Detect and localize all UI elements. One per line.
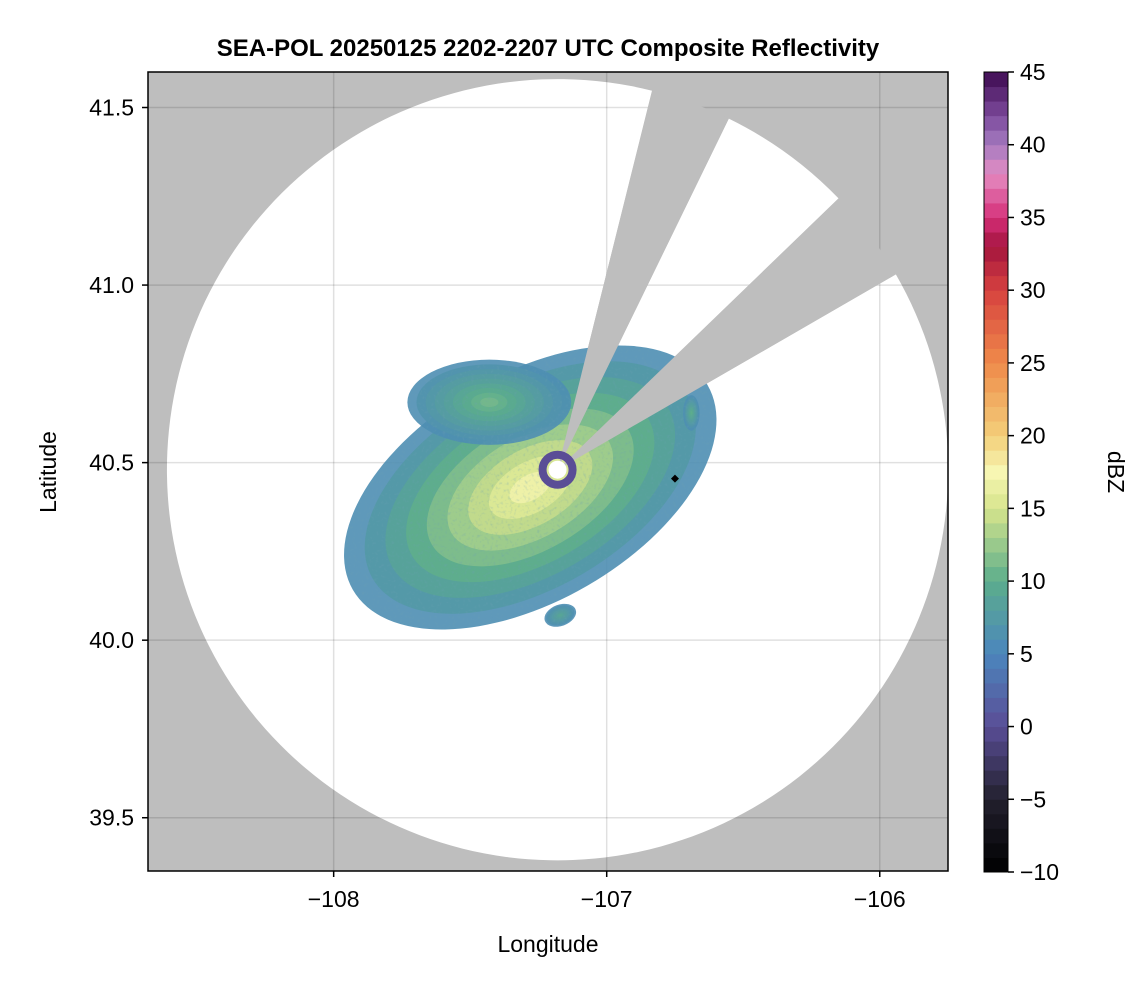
x-tick-label: −108 xyxy=(308,886,360,912)
colorbar-segment xyxy=(984,610,1008,626)
colorbar-segment xyxy=(984,188,1008,204)
chart-title: SEA-POL 20250125 2202-2207 UTC Composite… xyxy=(217,35,880,62)
colorbar-tick-label: 30 xyxy=(1020,277,1046,303)
y-tick-label: 40.0 xyxy=(89,627,134,653)
radar-center xyxy=(548,460,567,479)
colorbar-segment xyxy=(984,668,1008,684)
plot-area: −108 −107 −106 39.5 40.0 40.5 41.0 41.5 xyxy=(89,71,949,912)
colorbar-label: dBZ xyxy=(1103,451,1129,493)
colorbar-tick-label: 35 xyxy=(1020,204,1046,230)
colorbar-tick-label: 10 xyxy=(1020,568,1046,594)
colorbar-tick-label: 20 xyxy=(1020,423,1046,449)
colorbar-segment xyxy=(984,72,1008,88)
colorbar-segment xyxy=(984,595,1008,611)
colorbar-tick-label: 5 xyxy=(1020,641,1033,667)
echo-texture xyxy=(683,395,700,431)
colorbar-segment xyxy=(984,232,1008,248)
colorbar-tick-label: 0 xyxy=(1020,714,1033,740)
echo-region-north-lobe xyxy=(407,359,572,445)
colorbar-segment xyxy=(984,421,1008,437)
colorbar-segment xyxy=(984,348,1008,364)
reflectivity-echoes xyxy=(344,90,896,630)
colorbar-segment xyxy=(984,726,1008,742)
colorbar-segment xyxy=(984,333,1008,349)
y-axis-label: Latitude xyxy=(35,431,61,513)
colorbar-tick-label: 45 xyxy=(1020,59,1046,85)
colorbar-segment xyxy=(984,319,1008,335)
colorbar-tick-label: −10 xyxy=(1020,859,1059,885)
colorbar-segment xyxy=(984,697,1008,713)
colorbar-segment xyxy=(984,508,1008,524)
colorbar-tick-label: 15 xyxy=(1020,495,1046,521)
colorbar-segment xyxy=(984,653,1008,669)
colorbar-segment xyxy=(984,406,1008,422)
y-tick-label: 41.5 xyxy=(89,95,134,121)
x-tick-label: −106 xyxy=(854,886,906,912)
colorbar-segment xyxy=(984,828,1008,844)
colorbar-segment xyxy=(984,377,1008,393)
colorbar-segment xyxy=(984,275,1008,291)
colorbar-segment xyxy=(984,450,1008,466)
colorbar-segment xyxy=(984,144,1008,160)
colorbar-segment xyxy=(984,741,1008,757)
colorbar-segment xyxy=(984,246,1008,262)
colorbar-segment xyxy=(984,217,1008,233)
x-tick-label: −107 xyxy=(581,886,633,912)
colorbar-segment xyxy=(984,770,1008,786)
colorbar-segment xyxy=(984,435,1008,451)
y-tick-label: 41.0 xyxy=(89,272,134,298)
colorbar: −10 −5 0 5 10 15 20 25 30 35 40 45 xyxy=(983,59,1059,885)
colorbar-segment xyxy=(984,173,1008,189)
near-radar-ring xyxy=(538,450,577,489)
colorbar-segment xyxy=(984,842,1008,858)
colorbar-segment xyxy=(984,392,1008,408)
colorbar-tick-label: −5 xyxy=(1020,786,1046,812)
colorbar-segment xyxy=(984,784,1008,800)
colorbar-segment xyxy=(984,159,1008,175)
colorbar-segment xyxy=(984,290,1008,306)
colorbar-segment xyxy=(984,581,1008,597)
colorbar-segment xyxy=(984,813,1008,829)
plot-frame xyxy=(147,71,949,872)
colorbar-segment xyxy=(984,202,1008,218)
colorbar-segment xyxy=(984,479,1008,495)
colorbar-segment xyxy=(984,566,1008,582)
colorbar-segment xyxy=(984,857,1008,873)
y-tick-label: 40.5 xyxy=(89,450,134,476)
x-axis-ticks: −108 −107 −106 xyxy=(308,871,906,912)
colorbar-segment xyxy=(984,682,1008,698)
x-axis-label: Longitude xyxy=(497,931,598,957)
colorbar-segment xyxy=(984,493,1008,509)
colorbar-segment xyxy=(984,115,1008,131)
colorbar-tick-label: 40 xyxy=(1020,132,1046,158)
echo-texture xyxy=(407,359,572,445)
y-tick-label: 39.5 xyxy=(89,805,134,831)
colorbar-tick-label: 25 xyxy=(1020,350,1046,376)
colorbar-segment xyxy=(984,624,1008,640)
colorbar-segment xyxy=(984,522,1008,538)
colorbar-segment xyxy=(984,537,1008,553)
colorbar-segment xyxy=(984,101,1008,117)
colorbar-segment xyxy=(984,304,1008,320)
colorbar-segment xyxy=(984,755,1008,771)
colorbar-segment xyxy=(984,712,1008,728)
colorbar-frame xyxy=(983,71,1009,873)
colorbar-segment xyxy=(984,362,1008,378)
colorbar-segment xyxy=(984,799,1008,815)
echo-region-south-cell xyxy=(544,603,577,627)
colorbar-segment xyxy=(984,86,1008,102)
blocked-sector xyxy=(557,90,729,470)
site-marker xyxy=(670,474,679,483)
colorbar-segment xyxy=(984,261,1008,277)
echo-texture xyxy=(544,603,577,627)
colorbar-segment xyxy=(984,130,1008,146)
y-axis-ticks: 39.5 40.0 40.5 41.0 41.5 xyxy=(89,95,148,831)
colorbar-segment xyxy=(984,552,1008,568)
blocked-sector xyxy=(557,198,896,470)
colorbar-segment xyxy=(984,464,1008,480)
colorbar-segment xyxy=(984,639,1008,655)
echo-region-east-cell xyxy=(683,395,700,431)
